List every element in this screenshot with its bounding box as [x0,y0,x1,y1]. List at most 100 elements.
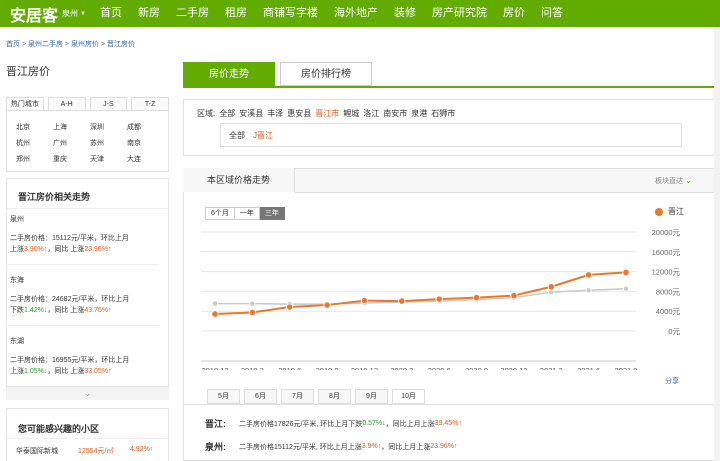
summary-row-quanzhou: 泉州: 二手房价格15112元/平米, 环比上月上涨 3.9%↑ ，同比上月上涨… [205,440,458,453]
nav-overseas[interactable]: 海外地产 [333,7,378,19]
tab-underline [183,86,716,88]
range-3y[interactable]: 三年 [259,207,285,220]
region-option-active[interactable]: 晋江市 [315,109,340,118]
trend-item-yoy-label: ，同比 上涨 [47,246,85,253]
region-option[interactable]: 洛江 [363,109,380,118]
city-link[interactable]: 成都 [127,124,141,131]
nav-price[interactable]: 房价 [502,7,525,19]
series-point-secondary [585,287,592,294]
nav-commercial[interactable]: 商铺写字楼 [262,7,318,19]
chart-legend[interactable]: 晋江 [655,206,684,217]
series-point-primary [248,308,256,317]
nav-home[interactable]: 首页 [99,7,122,19]
x-tick-label: 2020.9 [465,366,488,370]
trend-item-line1: 二手房价格：24682元/平米，环比上月 [10,296,130,303]
legend-label: 晋江 [668,207,684,216]
city-link[interactable]: 郑州 [16,156,30,163]
city-tabs: 热门城市 A-H J-S T-Z [6,97,169,111]
subregion-option-active[interactable]: J晋江 [253,130,273,140]
nav-qa[interactable]: 问答 [540,7,563,19]
breadcrumb-secondhand[interactable]: 泉州二手房 [27,41,63,48]
summary-yoy: 39.45%↑ [434,420,462,427]
city-tab-hot[interactable]: 热门城市 [6,97,44,110]
trend-item-line1: 二手房价格：16955元/平米，环比上月 [10,357,130,364]
region-option[interactable]: 安溪县 [239,109,264,118]
breadcrumb-price[interactable]: 泉州房价 [70,41,99,48]
month-tab[interactable]: 5月 [207,389,240,404]
block-shortcut[interactable]: 板块直达 ⌄ [655,176,692,186]
series-point-primary [435,295,443,303]
tab-price-ranking[interactable]: 房价排行榜 [280,62,372,86]
city-selector[interactable]: 泉州 ▼ [62,8,86,19]
tab-price-trend[interactable]: 房价走势 [183,62,275,86]
city-list-box [6,97,169,172]
city-link[interactable]: 上海 [53,124,67,131]
trend-item-line1: 二手房价格：15112元/平米，环比上月 [10,235,129,242]
city-link[interactable]: 天津 [90,156,104,163]
trend-item[interactable]: 东湖 二手房价格：16955元/平米，环比上月 上涨1.05%↓，同比 上涨33… [10,336,155,377]
interest-change: 4.92%↑ [130,446,154,453]
city-link[interactable]: 杭州 [16,140,30,147]
city-link[interactable]: 大连 [127,156,141,163]
region-option[interactable]: 全部 [219,109,236,118]
month-tab[interactable]: 8月 [318,389,351,404]
caret-down-icon: ▼ [80,10,86,17]
city-tab-j-s[interactable]: J-S [89,97,128,110]
trend-panel-tab[interactable]: 本区域价格走势 [183,168,295,192]
month-tab-active[interactable]: 10月 [392,389,425,404]
range-6m[interactable]: 6个月 [205,207,235,220]
site-logo[interactable]: 安居客 [10,7,59,25]
trend-item-name: 东湖 [10,338,24,345]
month-tab[interactable]: 6月 [244,389,277,404]
month-tab[interactable]: 7月 [281,389,314,404]
related-trend-title: 晋江房价相关走势 [7,179,168,209]
summary-mom: 0.57%↓ [362,420,386,427]
subregion-option[interactable]: 全部 [229,130,245,140]
breadcrumb-home[interactable]: 首页 [6,41,20,48]
city-row: 郑州 重庆 天津 大连 [16,154,166,164]
series-point-primary [622,268,630,276]
trend-item-yoy-label: ，同比 上涨 [47,368,85,375]
nav-rent[interactable]: 租房 [224,7,247,19]
page-scrollbar[interactable] [714,27,720,461]
city-tab-t-z[interactable]: T-Z [131,97,169,110]
region-option[interactable]: 鲤城 [343,109,360,118]
nav-decoration[interactable]: 装修 [393,7,416,19]
city-link[interactable]: 苏州 [90,140,104,147]
city-link[interactable]: 重庆 [53,156,67,163]
region-filter-row: 区域: 全部 安溪县 丰泽 惠安县 晋江市 鲤城 洛江 南安市 泉港 石狮市 [197,108,459,119]
x-tick-label: 2021.9 [615,366,638,370]
trend-item-name: 泉州 [10,216,24,223]
region-option[interactable]: 石狮市 [431,109,456,118]
city-tab-a-h[interactable]: A-H [47,97,86,110]
trend-item-mom: 1.05%↓ [24,368,48,375]
nav-research[interactable]: 房产研究院 [431,7,487,19]
series-point-primary [286,303,294,311]
nav-second-hand[interactable]: 二手房 [175,7,209,19]
interest-row[interactable]: 华泰国际新城 12554元/㎡ 4.92%↑ [16,446,166,456]
series-point-secondary [622,285,629,292]
region-option[interactable]: 南安市 [383,109,408,118]
city-link[interactable]: 深圳 [90,124,104,131]
region-option[interactable]: 惠安县 [287,109,312,118]
x-tick-label: 2019.3 [241,366,264,370]
breadcrumb: 首页 > 泉州二手房 > 泉州房价 > 晋江房价 [6,41,135,48]
month-tab[interactable]: 9月 [355,389,388,404]
trend-item[interactable]: 泉州 二手房价格：15112元/平米，环比上月 上涨3.90%↑，同比 上涨23… [6,214,159,265]
city-link[interactable]: 南京 [127,140,141,147]
breadcrumb-current[interactable]: 晋江房价 [106,41,135,48]
range-1y[interactable]: 一年 [234,207,260,220]
city-link[interactable]: 北京 [16,124,30,131]
trend-item-line2: 上涨1.05%↓，同比 上涨33.05%↑ [10,366,155,377]
divider [183,404,716,405]
trend-item-dir: 上涨 [10,368,24,375]
region-option[interactable]: 泉港 [411,109,428,118]
share-link[interactable]: 分享 [665,378,679,385]
expand-button[interactable]: ⌄ [6,386,169,400]
nav-new-homes[interactable]: 新房 [137,7,160,19]
trend-item-dir: 下跌 [10,307,24,314]
region-option[interactable]: 丰泽 [267,109,284,118]
top-nav-bar: 安居客 泉州 ▼ 首页 新房 二手房 租房 商铺写字楼 海外地产 装修 房产研究… [0,0,720,27]
city-link[interactable]: 广州 [53,140,67,147]
trend-item[interactable]: 东海 二手房价格：24682元/平米，环比上月 下跌1.42%↓，同比 上涨43… [6,275,159,326]
